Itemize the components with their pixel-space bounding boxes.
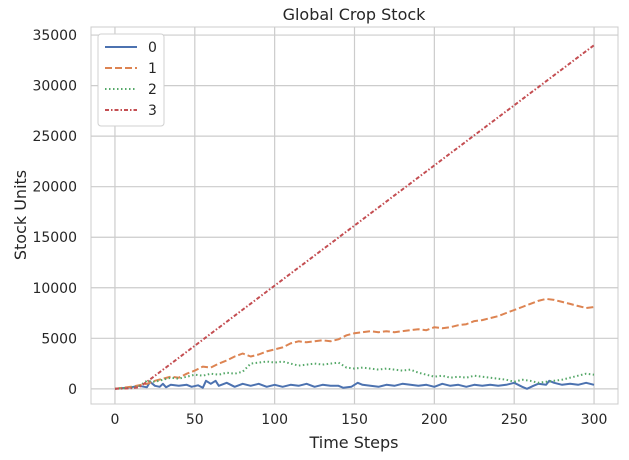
x-tick-label: 150	[341, 412, 368, 428]
y-tick-label: 25000	[32, 129, 77, 145]
y-axis-label: Stock Units	[11, 170, 30, 260]
legend-label-1: 1	[148, 61, 157, 77]
y-tick-label: 20000	[32, 180, 77, 196]
x-tick-label: 250	[501, 412, 528, 428]
x-tick-labels: 0 50 100 150 200 250 300	[110, 412, 607, 428]
y-tick-label: 35000	[32, 28, 77, 44]
series-layer	[114, 44, 595, 390]
x-axis-label: Time Steps	[308, 433, 398, 452]
legend-label-2: 2	[148, 82, 157, 98]
y-tick-label: 15000	[32, 230, 77, 246]
series-line-0	[114, 379, 595, 390]
x-tick-label: 300	[581, 412, 608, 428]
legend-label-3: 3	[148, 103, 157, 119]
x-tick-label: 0	[110, 412, 119, 428]
x-tick-label: 100	[261, 412, 288, 428]
chart-title: Global Crop Stock	[283, 5, 427, 24]
series-line-2	[114, 360, 595, 390]
legend-box	[97, 33, 165, 127]
legend: 0 1 2 3	[97, 33, 165, 127]
x-tick-label: 50	[186, 412, 204, 428]
legend-label-0: 0	[148, 40, 157, 56]
y-tick-label: 0	[68, 382, 77, 398]
y-tick-label: 5000	[41, 331, 77, 347]
y-tick-label: 10000	[32, 281, 77, 297]
series-line-3	[114, 44, 595, 390]
y-tick-labels: 0 5000 10000 15000 20000 25000 30000 35000	[32, 28, 77, 398]
x-tick-label: 200	[421, 412, 448, 428]
y-tick-label: 30000	[32, 79, 77, 95]
grid	[91, 27, 618, 404]
plot-frame	[90, 26, 619, 405]
